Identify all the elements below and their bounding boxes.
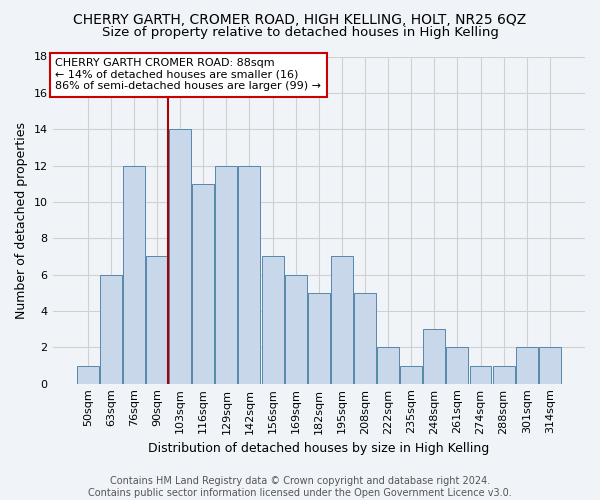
Bar	[470, 366, 491, 384]
Y-axis label: Number of detached properties: Number of detached properties	[15, 122, 28, 318]
Text: CHERRY GARTH, CROMER ROAD, HIGH KELLING, HOLT, NR25 6QZ: CHERRY GARTH, CROMER ROAD, HIGH KELLING,…	[73, 12, 527, 26]
Bar	[377, 348, 399, 384]
Bar	[192, 184, 214, 384]
Bar	[400, 366, 422, 384]
Bar	[215, 166, 238, 384]
Text: Size of property relative to detached houses in High Kelling: Size of property relative to detached ho…	[101, 26, 499, 39]
Bar	[169, 129, 191, 384]
X-axis label: Distribution of detached houses by size in High Kelling: Distribution of detached houses by size …	[148, 442, 490, 455]
Bar	[146, 256, 168, 384]
Bar	[308, 293, 330, 384]
Bar	[493, 366, 515, 384]
Bar	[446, 348, 469, 384]
Bar	[284, 274, 307, 384]
Bar	[262, 256, 284, 384]
Text: Contains HM Land Registry data © Crown copyright and database right 2024.
Contai: Contains HM Land Registry data © Crown c…	[88, 476, 512, 498]
Bar	[424, 329, 445, 384]
Bar	[516, 348, 538, 384]
Bar	[123, 166, 145, 384]
Bar	[77, 366, 98, 384]
Bar	[539, 348, 561, 384]
Bar	[331, 256, 353, 384]
Text: CHERRY GARTH CROMER ROAD: 88sqm
← 14% of detached houses are smaller (16)
86% of: CHERRY GARTH CROMER ROAD: 88sqm ← 14% of…	[55, 58, 321, 92]
Bar	[100, 274, 122, 384]
Bar	[238, 166, 260, 384]
Bar	[354, 293, 376, 384]
